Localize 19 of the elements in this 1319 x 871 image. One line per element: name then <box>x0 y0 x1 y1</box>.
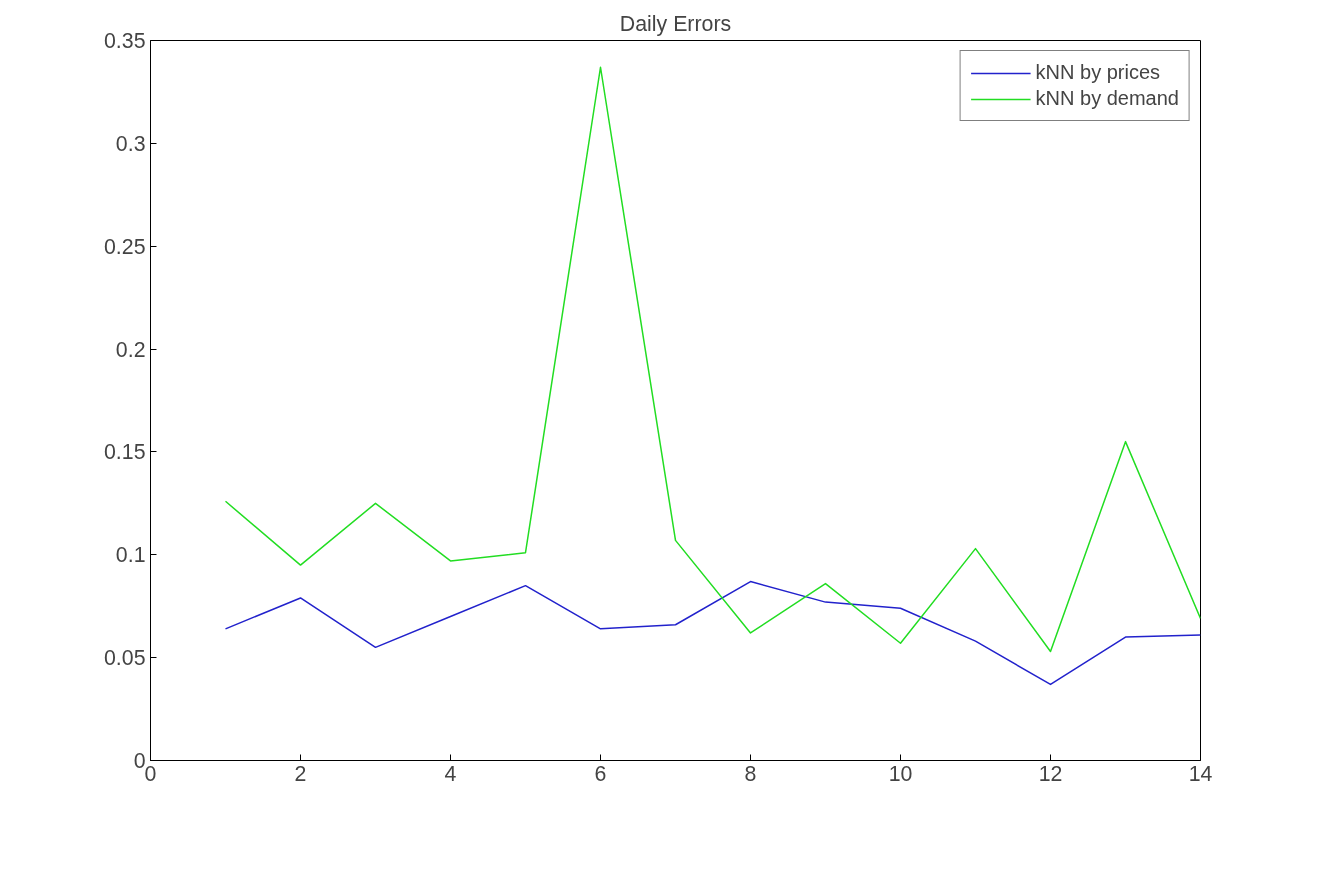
y-tick-label: 0.2 <box>115 337 146 362</box>
line-series <box>224 580 1201 686</box>
x-tick-label: 4 <box>444 761 457 786</box>
y-tick-label: 0.3 <box>115 131 146 156</box>
chart-title: Daily Errors <box>619 11 732 36</box>
y-tick-label: 0.25 <box>103 234 146 259</box>
x-tick-label: 8 <box>744 761 757 786</box>
y-tick-label: 0.15 <box>103 440 146 465</box>
y-tick-label: 0.05 <box>103 646 146 671</box>
legend-label: kNN by prices <box>1035 61 1161 84</box>
x-tick-label: 10 <box>888 761 913 786</box>
legend-label: kNN by demand <box>1035 87 1179 110</box>
x-tick-label: 12 <box>1038 761 1063 786</box>
x-tick-label: 14 <box>1188 761 1213 786</box>
line-series <box>224 66 1201 653</box>
x-tick-label: 6 <box>594 761 607 786</box>
y-tick-label: 0.1 <box>115 543 146 568</box>
x-tick-label: 2 <box>294 761 307 786</box>
y-tick-label: 0.35 <box>103 29 146 53</box>
